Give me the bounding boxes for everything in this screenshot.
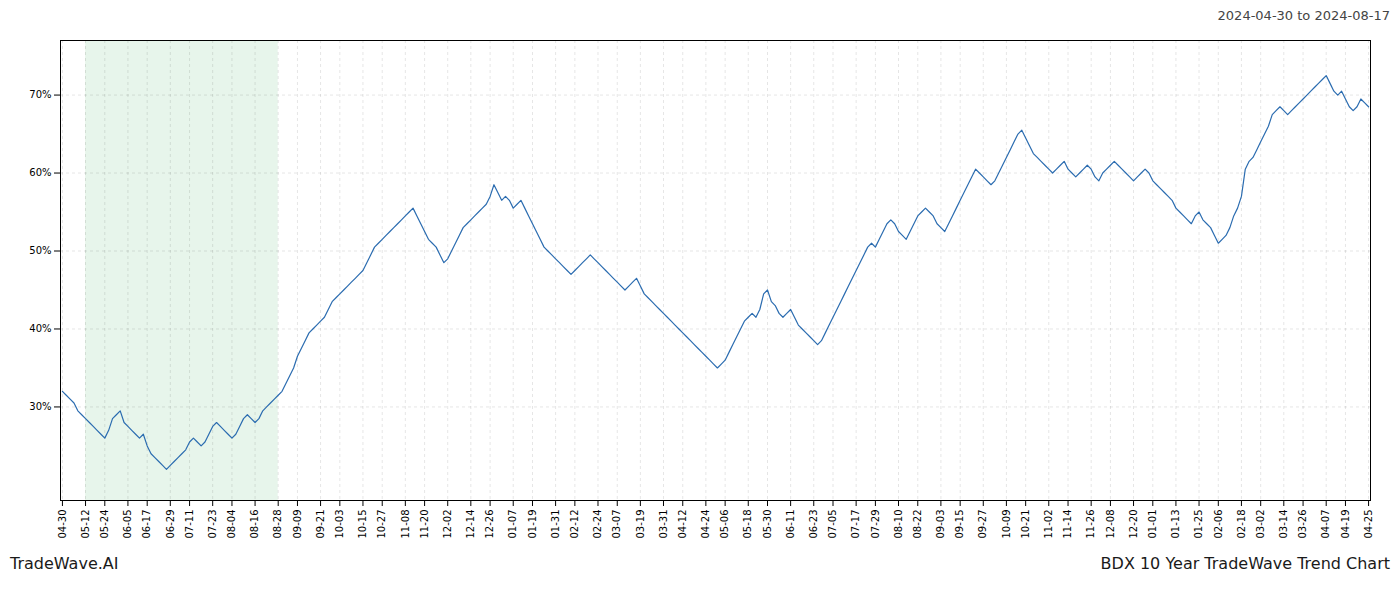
svg-text:01-19: 01-19 [527, 510, 538, 539]
html-text:2024-04-30 to 2024-08-17: 2024-04-30 to 2024-08-17 [1217, 8, 1390, 23]
svg-text:12-14: 12-14 [465, 510, 476, 539]
html-text:BDX 10 Year TradeWave Trend Ch: BDX 10 Year TradeWave Trend Chart [1100, 554, 1390, 573]
svg-text:04-25: 04-25 [1363, 510, 1374, 539]
svg-text:12-08: 12-08 [1105, 510, 1116, 539]
svg-text:10-27: 10-27 [376, 510, 387, 539]
svg-text:08-22: 08-22 [912, 510, 923, 539]
svg-text:08-04: 08-04 [226, 510, 237, 539]
svg-text:11-26: 11-26 [1085, 510, 1096, 539]
svg-text:08-10: 08-10 [893, 510, 904, 539]
svg-text:06-11: 06-11 [785, 510, 796, 539]
svg-text:01-01: 01-01 [1147, 510, 1158, 539]
svg-text:05-18: 05-18 [742, 510, 753, 539]
svg-text:01-13: 01-13 [1170, 510, 1181, 539]
svg-text:06-29: 06-29 [165, 510, 176, 539]
svg-text:03-07: 03-07 [611, 510, 622, 539]
svg-text:09-21: 09-21 [315, 510, 326, 539]
svg-text:09-15: 09-15 [954, 510, 965, 539]
svg-text:07-29: 07-29 [870, 510, 881, 539]
svg-text:02-06: 02-06 [1213, 510, 1224, 539]
svg-text:05-06: 05-06 [719, 510, 730, 539]
svg-text:12-26: 12-26 [484, 510, 495, 539]
svg-text:10-15: 10-15 [357, 510, 368, 539]
svg-text:07-05: 07-05 [827, 510, 838, 539]
svg-text:50%: 50% [29, 245, 51, 256]
svg-text:07-11: 07-11 [184, 510, 195, 539]
svg-text:01-25: 01-25 [1193, 510, 1204, 539]
svg-text:03-14: 03-14 [1278, 510, 1289, 539]
svg-text:06-17: 06-17 [141, 510, 152, 539]
svg-text:09-09: 09-09 [292, 510, 303, 539]
svg-text:12-20: 12-20 [1128, 510, 1139, 539]
svg-text:06-05: 06-05 [122, 510, 133, 539]
svg-text:11-20: 11-20 [419, 510, 430, 539]
svg-text:04-19: 04-19 [1340, 510, 1351, 539]
svg-text:08-16: 08-16 [249, 510, 260, 539]
svg-text:04-30: 04-30 [57, 510, 68, 539]
svg-text:11-08: 11-08 [400, 510, 411, 539]
svg-text:10-21: 10-21 [1020, 510, 1031, 539]
svg-text:70%: 70% [29, 89, 51, 100]
html-text:TradeWave.AI: TradeWave.AI [10, 554, 119, 573]
svg-text:40%: 40% [29, 323, 51, 334]
svg-text:05-12: 05-12 [80, 510, 91, 539]
svg-text:06-23: 06-23 [808, 510, 819, 539]
svg-text:07-17: 07-17 [850, 510, 861, 539]
svg-text:04-07: 04-07 [1320, 510, 1331, 539]
svg-text:01-07: 01-07 [507, 510, 518, 539]
svg-text:01-31: 01-31 [550, 510, 561, 539]
svg-text:05-30: 05-30 [762, 510, 773, 539]
svg-text:08-28: 08-28 [272, 510, 283, 539]
svg-text:03-02: 03-02 [1255, 510, 1266, 539]
svg-text:09-27: 09-27 [977, 510, 988, 539]
svg-text:09-03: 09-03 [935, 510, 946, 539]
svg-text:11-02: 11-02 [1043, 510, 1054, 539]
svg-text:05-24: 05-24 [99, 510, 110, 539]
svg-text:04-12: 04-12 [677, 510, 688, 539]
svg-text:07-23: 07-23 [207, 510, 218, 539]
svg-text:12-02: 12-02 [442, 510, 453, 539]
svg-text:02-12: 02-12 [569, 510, 580, 539]
svg-text:30%: 30% [29, 401, 51, 412]
svg-text:02-24: 02-24 [592, 510, 603, 539]
svg-text:10-03: 10-03 [334, 510, 345, 539]
svg-text:03-19: 03-19 [635, 510, 646, 539]
svg-text:04-24: 04-24 [700, 510, 711, 539]
svg-text:60%: 60% [29, 167, 51, 178]
svg-text:10-09: 10-09 [1001, 510, 1012, 539]
svg-text:03-31: 03-31 [658, 510, 669, 539]
svg-text:11-14: 11-14 [1062, 510, 1073, 539]
svg-text:02-18: 02-18 [1236, 510, 1247, 539]
svg-text:03-26: 03-26 [1297, 510, 1308, 539]
